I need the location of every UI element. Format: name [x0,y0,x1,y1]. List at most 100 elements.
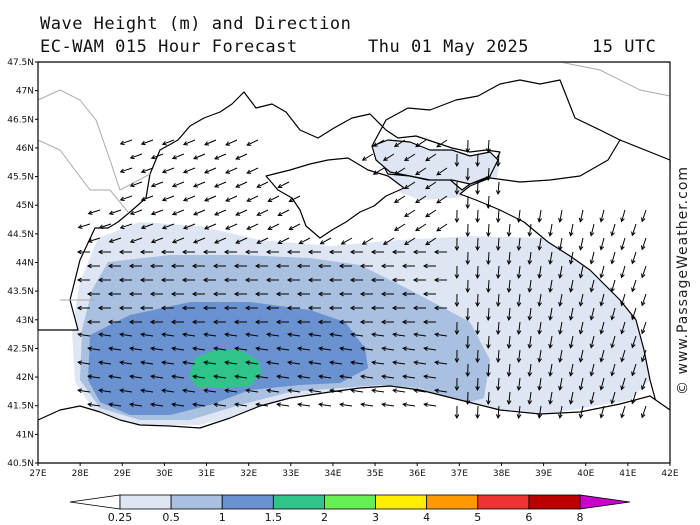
direction-arrow [128,291,142,297]
direction-arrow [119,360,133,366]
direction-arrow [371,360,385,366]
direction-arrow [140,139,154,146]
direction-arrow [244,249,258,255]
direction-arrow [589,223,595,237]
direction-arrow [527,223,533,237]
direction-arrow [150,181,164,188]
direction-arrow [308,332,322,338]
direction-arrow [140,332,154,338]
colorbar-swatch [221,494,274,510]
direction-arrow [234,402,248,408]
direction-arrow [161,360,175,366]
direction-arrow [475,209,480,224]
direction-arrow [203,332,217,338]
colorbar-label: 0.5 [162,511,180,524]
direction-arrow [359,263,373,269]
direction-arrow [568,279,574,293]
direction-arrow [495,265,501,279]
direction-arrow [506,335,512,349]
direction-arrow [486,307,491,322]
direction-arrow [129,153,143,160]
direction-arrow [465,391,471,406]
lat-label: 45N [16,201,34,211]
direction-arrow [108,237,122,244]
direction-arrow [161,167,175,174]
direction-arrow [393,223,406,231]
direction-arrow [307,305,321,311]
direction-arrow [425,181,437,190]
direction-arrow [454,321,460,336]
direction-arrow [339,346,353,352]
direction-arrow [288,195,301,203]
direction-arrow [246,139,259,146]
direction-arrow [150,346,164,352]
direction-arrow [527,335,533,349]
direction-arrow [393,167,406,175]
direction-arrow [537,237,543,251]
direction-arrow [631,279,637,293]
direction-arrow [620,349,626,363]
direction-arrow [235,153,248,160]
direction-arrow [254,319,268,325]
direction-arrow [287,388,301,394]
direction-arrow [486,391,491,406]
lat-label: 43.5N [7,287,34,297]
lat-label: 47.5N [7,58,34,68]
direction-arrow [296,291,310,297]
direction-arrow [620,293,626,307]
direction-arrow [223,249,237,255]
direction-arrow [203,388,217,394]
direction-arrow [578,293,584,307]
direction-arrow [610,335,616,349]
direction-arrow [436,139,448,148]
direction-arrow [119,139,133,146]
lon-label: 37E [451,469,468,479]
direction-arrow [161,223,175,230]
direction-arrow [433,277,447,283]
direction-arrow [202,277,216,283]
direction-arrow [599,293,605,307]
direction-arrow [140,360,154,366]
direction-arrow [527,251,533,265]
direction-arrow [266,360,280,366]
direction-arrow [265,277,279,283]
colorbar: 0.25 0.5 1 1.5 2 3 4 5 6 8 [69,494,631,524]
direction-arrow [486,167,491,182]
direction-arrow [620,405,626,419]
direction-arrow [98,360,112,366]
direction-arrow [76,277,90,283]
credit-text: © www.PassageWeather.com [675,165,691,395]
direction-arrow [506,223,512,237]
direction-arrow [276,374,290,380]
land-north [37,61,671,331]
direction-arrow [401,319,415,325]
direction-arrow [495,405,501,419]
direction-arrow [233,319,247,325]
direction-arrow [392,360,406,366]
colorbar-label: 1 [219,511,226,524]
direction-arrow [349,249,363,255]
direction-arrow [599,377,605,391]
direction-arrow [527,363,533,377]
direction-arrow [171,237,185,244]
lat-label: 46N [16,144,34,154]
direction-arrow [423,374,437,380]
lon-label: 27E [29,469,46,479]
lat-label: 45.5N [7,173,34,183]
colorbar-over [579,494,631,510]
direction-arrow [382,153,395,161]
direction-arrow [422,291,436,297]
direction-arrow [454,153,460,168]
direction-arrow [254,263,268,269]
colorbar-label: 6 [525,511,532,524]
direction-arrow [286,305,300,311]
direction-arrow [402,346,416,352]
direction-arrow [537,265,543,279]
direction-arrow [527,391,533,405]
direction-arrow [486,139,491,154]
direction-arrow [599,237,605,251]
lat-label: 47N [16,87,34,97]
direction-arrow [349,277,363,283]
direction-arrow [86,291,100,297]
direction-arrow [212,291,226,297]
